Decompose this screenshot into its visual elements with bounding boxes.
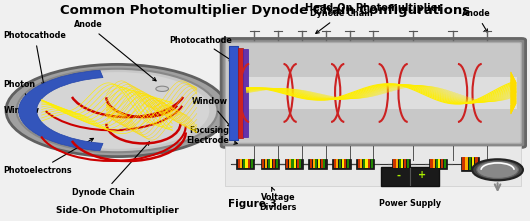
Circle shape [472,159,523,180]
Circle shape [156,86,169,91]
Text: Window: Window [192,97,231,127]
Bar [321,160,323,168]
Bar [368,160,370,168]
Bar [243,160,245,168]
Bar [238,48,243,138]
Bar [229,77,517,109]
Text: Figure 3: Figure 3 [228,199,277,209]
Bar [228,46,238,140]
Text: Side-On Photomultiplier: Side-On Photomultiplier [56,206,179,215]
Bar [404,160,406,168]
Bar [315,160,317,168]
Bar [236,159,254,169]
Text: Power Supply: Power Supply [379,199,441,208]
Bar [429,159,447,169]
Bar [310,160,312,168]
Bar [262,160,264,168]
Bar [358,160,360,168]
Bar [225,146,522,186]
Circle shape [16,69,217,152]
Bar [399,160,401,168]
Bar [339,160,341,168]
Bar [347,160,349,168]
Bar [268,160,270,168]
Bar [392,159,410,169]
Bar [475,157,478,170]
Bar [313,160,315,168]
Bar [401,160,403,168]
Bar [441,160,443,168]
Text: Anode: Anode [462,9,491,32]
Bar [297,160,299,168]
Bar [261,159,279,169]
Bar [444,160,446,168]
Bar [299,160,302,168]
Bar [332,159,351,169]
Wedge shape [19,70,103,151]
Bar [240,160,242,168]
Bar [396,160,398,168]
Text: -: - [397,170,401,180]
Bar [462,157,465,170]
Bar [294,160,296,168]
Bar [370,160,373,168]
Bar [251,160,253,168]
Bar [265,160,267,168]
Circle shape [24,72,209,149]
Bar [430,160,432,168]
Circle shape [6,64,228,157]
Bar [248,160,250,168]
Text: Anode: Anode [74,20,156,81]
Text: Focusing
Electrode: Focusing Electrode [186,126,237,145]
Text: Dynode Chain: Dynode Chain [72,142,149,197]
Text: Dynode Chain: Dynode Chain [310,9,373,33]
Text: Head-On Photomultiplier: Head-On Photomultiplier [305,3,442,13]
Bar [292,160,294,168]
Text: +: + [418,170,426,180]
Bar [342,160,344,168]
Bar [461,157,479,171]
Bar [363,160,365,168]
Bar [273,160,275,168]
Bar [472,157,474,170]
Bar [469,157,471,170]
Bar [243,49,248,137]
Bar [237,160,240,168]
Bar [245,160,248,168]
Text: Window: Window [3,106,39,115]
Bar [318,160,320,168]
Text: Photon: Photon [3,80,36,101]
FancyBboxPatch shape [225,42,522,143]
Bar [270,160,272,168]
Text: Common Photomultiplier Dynode Chain Configurations: Common Photomultiplier Dynode Chain Conf… [60,4,470,17]
FancyBboxPatch shape [221,38,526,147]
Bar [308,159,327,169]
Bar [381,166,439,186]
Text: Photocathode: Photocathode [3,31,66,86]
Bar [433,160,435,168]
Bar [407,160,409,168]
Bar [334,160,336,168]
Text: Voltage
Dividers: Voltage Dividers [260,187,297,212]
Bar [337,160,339,168]
Bar [276,160,278,168]
Bar [465,157,468,170]
Bar [366,160,367,168]
Bar [360,160,363,168]
Text: Photoelectrons: Photoelectrons [3,138,93,175]
Bar [289,160,291,168]
Bar [438,160,440,168]
Bar [286,160,288,168]
Bar [344,160,347,168]
Circle shape [477,161,518,178]
Bar [285,159,303,169]
Bar [356,159,374,169]
Bar [393,160,395,168]
Bar [436,160,438,168]
Bar [323,160,325,168]
Text: Photocathode: Photocathode [170,36,233,61]
